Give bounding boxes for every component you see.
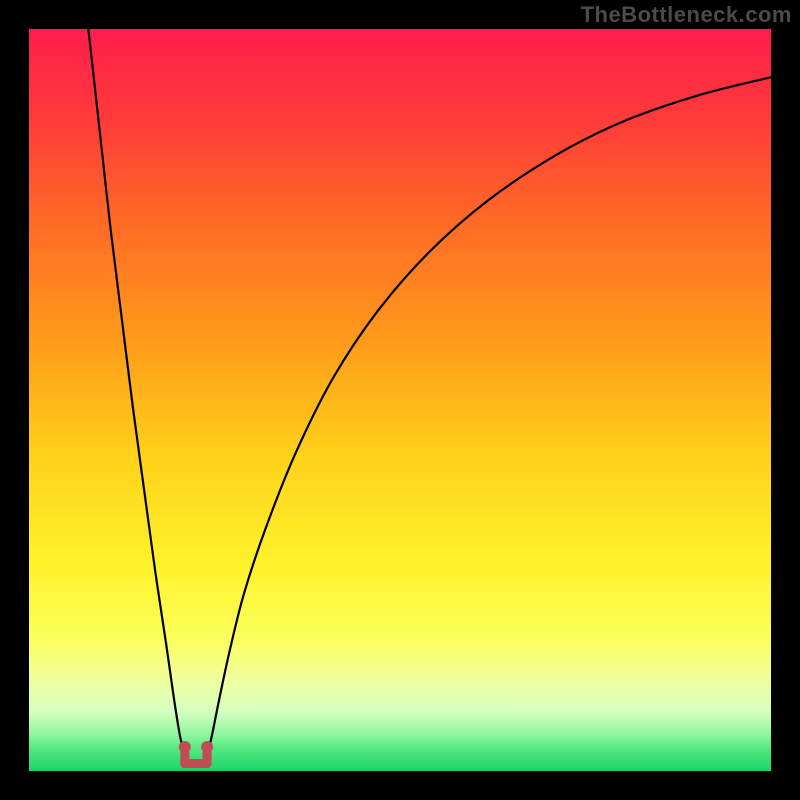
watermark-text: TheBottleneck.com (581, 2, 792, 28)
curve-right (207, 77, 771, 756)
valley-base (180, 759, 211, 768)
plot-area (29, 29, 771, 771)
curves-svg (29, 29, 771, 771)
chart-frame: TheBottleneck.com (0, 0, 800, 800)
valley-dot-right (201, 741, 213, 753)
curve-left (88, 29, 184, 756)
valley-dot-left (179, 741, 191, 753)
